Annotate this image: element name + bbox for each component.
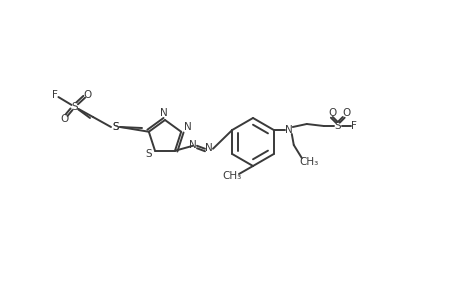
Text: N: N xyxy=(184,122,191,132)
Text: N: N xyxy=(160,108,168,118)
Text: S: S xyxy=(112,122,119,132)
Text: O: O xyxy=(342,108,350,118)
Text: O: O xyxy=(61,114,69,124)
Text: CH₃: CH₃ xyxy=(222,171,241,181)
Text: O: O xyxy=(84,90,92,100)
Text: N: N xyxy=(205,143,213,153)
Text: S: S xyxy=(112,122,119,132)
Text: S: S xyxy=(334,121,341,131)
Text: N: N xyxy=(189,140,196,150)
Text: O: O xyxy=(328,108,336,118)
Text: F: F xyxy=(350,121,356,131)
Text: CH₃: CH₃ xyxy=(298,157,318,167)
Text: N: N xyxy=(284,125,292,135)
Text: F: F xyxy=(52,90,58,100)
Text: S: S xyxy=(72,102,78,112)
Text: S: S xyxy=(146,149,152,159)
